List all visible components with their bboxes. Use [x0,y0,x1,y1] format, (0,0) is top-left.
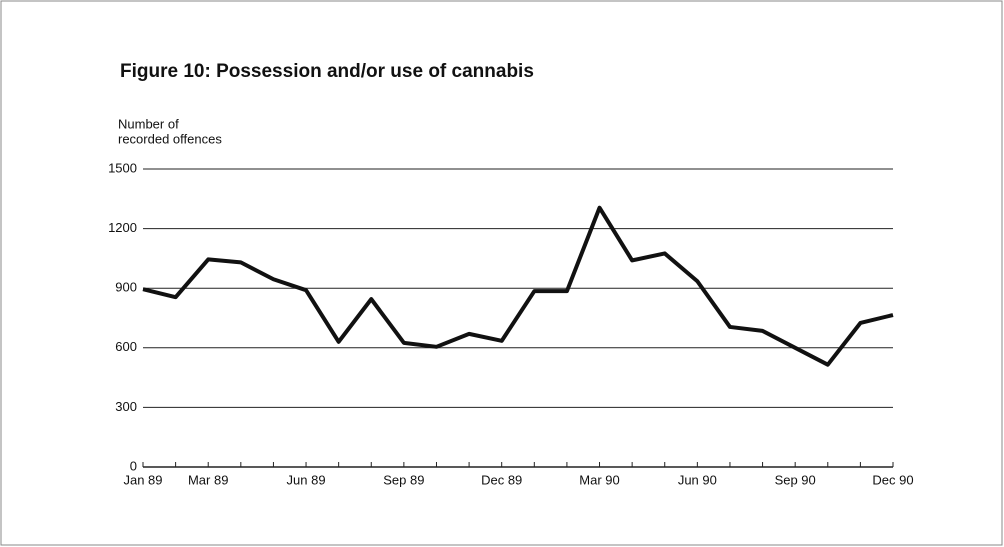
x-tick-label: Mar 89 [188,472,228,487]
x-tick-label: Jan 89 [123,472,162,487]
x-tick-label: Dec 90 [872,472,913,487]
x-tick-label: Mar 90 [579,472,619,487]
y-tick-label: 600 [115,339,137,354]
y-axis-label: Number of [118,116,179,131]
data-line [142,205,894,367]
y-tick-label: 1500 [108,160,137,175]
chart-title: Figure 10: Possession and/or use of cann… [120,61,534,82]
y-axis-label: recorded offences [118,131,222,146]
x-tick-label: Sep 90 [775,472,816,487]
y-tick-label: 1200 [108,220,137,235]
x-tick-label: Sep 89 [383,472,424,487]
x-tick-label: Dec 89 [481,472,522,487]
y-tick-label: 900 [115,280,137,295]
x-tick-label: Jun 89 [287,472,326,487]
y-tick-label: 300 [115,399,137,414]
y-tick-label: 0 [130,458,137,473]
x-tick-label: Jun 90 [678,472,717,487]
